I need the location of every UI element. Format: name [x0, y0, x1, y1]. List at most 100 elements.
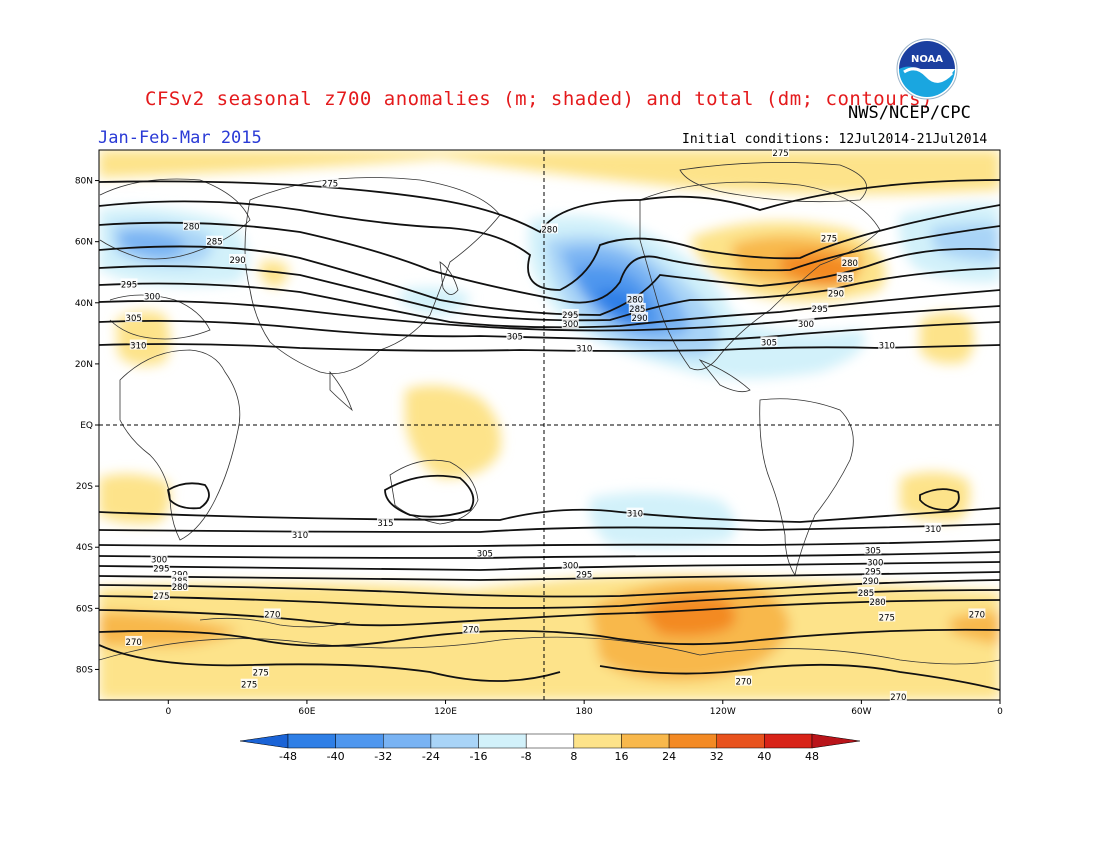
contour-label-bg: [206, 235, 224, 246]
longitude-axis: 0 60E 120E 180 120W 60W 0: [165, 700, 1003, 717]
contour-label: 305: [507, 332, 523, 342]
colorbar-label: 40: [757, 750, 771, 763]
lon-tick-label: 60E: [298, 707, 315, 717]
lat-tick-label: 20S: [76, 482, 93, 492]
contour-label: 270: [126, 638, 142, 648]
contour-label-bg: [171, 580, 189, 591]
contour-label: 310: [292, 531, 308, 541]
contour-label-bg: [143, 290, 161, 301]
colorbar-label: -48: [279, 750, 297, 763]
lat-tick-label: 60N: [75, 238, 93, 248]
colorbar-label: -16: [470, 750, 488, 763]
contour-label: 275: [322, 180, 338, 190]
contour-label-bg: [120, 278, 138, 289]
contour-label-bg: [889, 690, 907, 701]
contour-label: 310: [130, 342, 146, 352]
contour-label-bg: [811, 302, 829, 313]
contour-label: 270: [735, 678, 751, 688]
contour-label-bg: [182, 220, 200, 231]
contour-label: 295: [865, 568, 881, 578]
contour-label-bg: [772, 147, 790, 158]
contour-label: 270: [463, 626, 479, 636]
contour-label-bg: [263, 608, 281, 619]
contour-label: 300: [151, 555, 167, 565]
colorbar-label: 48: [805, 750, 819, 763]
contour-label: 300: [562, 562, 578, 572]
contour-label-bg: [968, 608, 986, 619]
contour-label: 305: [761, 339, 777, 349]
contour-label-bg: [125, 312, 143, 323]
contour-label: 310: [925, 525, 941, 535]
colorbar-segment: [335, 733, 384, 749]
colorbar-label: -24: [422, 750, 440, 763]
contour-label: 285: [206, 238, 222, 248]
contour-label: 285: [858, 589, 874, 599]
contour-label: 270: [890, 693, 906, 703]
contour-label: 270: [264, 610, 280, 620]
contour-label-bg: [820, 232, 838, 243]
colorbar-segment: [478, 733, 527, 749]
lon-tick-label: 120W: [710, 707, 736, 717]
contour-label-bg: [827, 287, 845, 298]
contour-label-bg: [506, 330, 524, 341]
colorbar-segment: [525, 733, 575, 749]
contour-label: 295: [812, 305, 828, 315]
contour-label-bg: [150, 553, 168, 564]
contour-label-bg: [864, 544, 882, 555]
colorbar-segment: [668, 733, 717, 749]
contour-label: 280: [627, 296, 643, 306]
contour-label: 290: [828, 290, 844, 300]
contour-label-bg: [735, 675, 753, 686]
contour-label-bg: [240, 678, 258, 689]
contour-label-bg: [836, 272, 854, 283]
contour-label-bg: [171, 568, 189, 579]
contour-label: 310: [627, 510, 643, 520]
colorbar-segment: [716, 733, 765, 749]
lat-tick-label: 60S: [76, 604, 93, 614]
contour-label: 275: [879, 614, 895, 624]
contour-label: 280: [172, 583, 188, 593]
lat-tick-label: 80N: [75, 177, 93, 187]
lat-tick-label: 40S: [76, 543, 93, 553]
lat-tick-label: 80S: [76, 665, 93, 675]
contour-label-bg: [631, 312, 649, 323]
contour-label-bg: [376, 516, 394, 527]
contour-label: 290: [863, 577, 879, 587]
contour-label: 300: [562, 320, 578, 330]
contour-label: 290: [631, 314, 647, 324]
contour-label-bg: [864, 565, 882, 576]
contour-label: 280: [842, 259, 858, 269]
latitude-axis: 80N 60N 40N 20N EQ 20S 40S 60S 80S: [75, 177, 99, 675]
contour-label-bg: [125, 635, 143, 646]
colorbar-segment: [383, 733, 432, 749]
contour-label: 285: [837, 274, 853, 284]
coastlines: [99, 162, 1000, 665]
contour-label-bg: [878, 611, 896, 622]
contour-label-bg: [321, 177, 339, 188]
contour-label-bg: [628, 302, 646, 313]
lat-tick-label: 40N: [75, 299, 93, 309]
contour-label-bg: [869, 596, 887, 607]
contour-label: 305: [477, 549, 493, 559]
contour-label-bg: [561, 318, 579, 329]
contour-label: 285: [629, 305, 645, 315]
contour-label-bg: [561, 309, 579, 319]
contour-label-bg: [626, 293, 644, 304]
contour-label: 305: [126, 314, 142, 324]
contour-label-bg: [878, 339, 896, 350]
forecast-period: Jan-Feb-Mar 2015: [98, 128, 262, 148]
lon-tick-label: 60W: [851, 707, 871, 717]
contour-label-bg: [575, 568, 593, 579]
contour-label: 295: [153, 565, 169, 575]
contour-label-bg: [575, 342, 593, 353]
contour-label-bg: [797, 318, 815, 329]
contour-label: 310: [576, 345, 592, 355]
contour-label-bg: [152, 562, 170, 573]
contour-label-bg: [229, 254, 247, 264]
contour-label: 275: [772, 149, 788, 159]
colorbar-label: 8: [570, 750, 577, 763]
contour-label-bg: [171, 574, 189, 585]
colorbar: -48 -40 -32 -24 -16 -8 8 16 24 32 40 48: [239, 733, 861, 763]
colorbar-label: 16: [614, 750, 628, 763]
